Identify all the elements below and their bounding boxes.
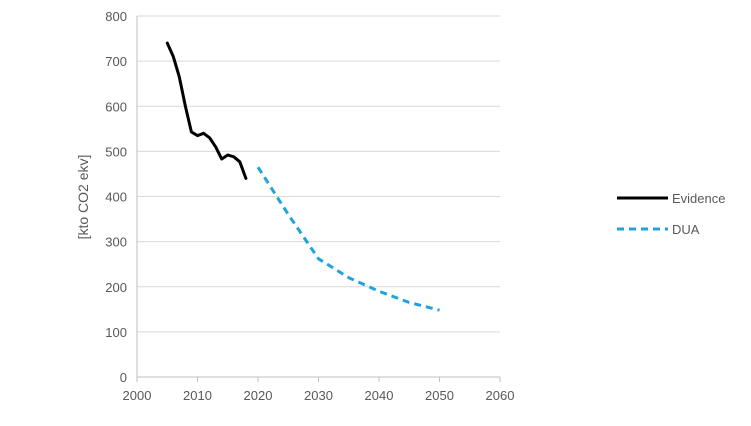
- x-tick-label: 2060: [486, 388, 515, 403]
- series-line-dua: [256, 166, 440, 312]
- x-tick-label: 2040: [365, 388, 394, 403]
- y-tick-label: 0: [120, 370, 127, 385]
- x-tick-labels: 2000 2010 2020 2030 2040 2050 2060: [123, 388, 515, 403]
- x-tick-label: 2010: [183, 388, 212, 403]
- series-line-evidence: [165, 41, 248, 180]
- axes: [136, 16, 501, 382]
- y-tick-labels: 0 100 200 300 400 500 600 700 800: [105, 9, 127, 385]
- legend-label-evidence: Evidence: [672, 191, 725, 206]
- y-tick-label: 100: [105, 325, 127, 340]
- y-tick-label: 800: [105, 9, 127, 24]
- gridlines: [137, 15, 500, 333]
- x-tick-label: 2000: [123, 388, 152, 403]
- y-axis-title: [kto CO2 ekv]: [75, 155, 91, 240]
- y-tick-label: 500: [105, 144, 127, 159]
- series: [165, 41, 440, 312]
- x-tick-label: 2050: [425, 388, 454, 403]
- y-tick-label: 400: [105, 190, 127, 205]
- x-tick-label: 2030: [304, 388, 333, 403]
- y-tick-label: 700: [105, 54, 127, 69]
- y-tick-label: 200: [105, 280, 127, 295]
- legend-label-dua: DUA: [672, 222, 700, 237]
- legend: Evidence DUA: [617, 191, 725, 237]
- y-tick-label: 600: [105, 99, 127, 114]
- y-tick-label: 300: [105, 235, 127, 250]
- x-tick-label: 2020: [244, 388, 273, 403]
